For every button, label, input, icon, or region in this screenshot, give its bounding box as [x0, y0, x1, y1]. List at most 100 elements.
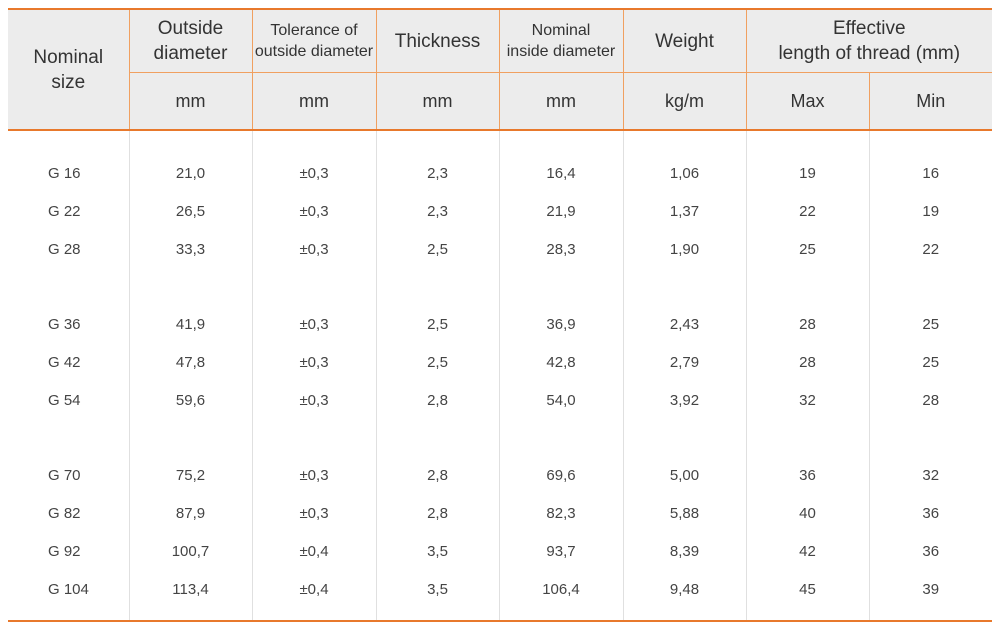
header-tolerance-line1: Tolerance of — [270, 22, 358, 39]
table-row: G 92 100,7 ±0,4 3,5 93,7 8,39 42 36 — [8, 532, 992, 570]
header-thickness: Thickness — [376, 9, 500, 73]
cell-thickness: 2,8 — [376, 494, 500, 532]
cell-weight: 5,88 — [623, 494, 747, 532]
cell-weight: 2,43 — [623, 305, 747, 343]
header-outside-diameter-line2: diameter — [153, 43, 228, 64]
cell-thread-min: 19 — [922, 202, 940, 220]
cell-nominal-size: G 22 — [8, 192, 130, 230]
cell-thread-min: 39 — [922, 580, 940, 598]
header-effective-length-line2: length of thread (mm) — [778, 43, 961, 64]
cell-thickness: 2,5 — [376, 343, 500, 381]
cell-thickness: 2,5 — [376, 305, 500, 343]
cell-tolerance: ±0,3 — [252, 154, 377, 192]
spacer-cell — [252, 268, 377, 305]
table-body: G 16 21,0 ±0,3 2,3 16,4 1,06 19 16 G 22 26,5 ±0,3 2… — [8, 130, 993, 621]
cell-thickness: 2,3 — [376, 154, 500, 192]
cell-weight: 1,37 — [623, 192, 747, 230]
cell-thread-min: 22 — [922, 240, 940, 258]
spacer-row — [8, 608, 992, 621]
cell-nominal-size: G 28 — [8, 230, 130, 268]
spacer-cell — [746, 130, 870, 154]
cell-thread-max: 42 — [746, 532, 870, 570]
cell-nominal-size: G 42 — [8, 343, 130, 381]
cell-inside-diameter: 82,3 — [499, 494, 624, 532]
header-inside-diameter-line2: inside diameter — [506, 43, 616, 60]
cell-outside-diameter: 75,2 — [129, 456, 253, 494]
cell-thread-max: 28 — [746, 305, 870, 343]
spacer-cell — [623, 419, 747, 456]
table-row: G 54 59,6 ±0,3 2,8 54,0 3,92 32 28 — [8, 381, 992, 419]
spacer-row — [8, 268, 992, 305]
table-row: G 104 113,4 ±0,4 3,5 106,4 9,48 45 39 — [8, 570, 992, 608]
spacer-cell — [746, 268, 870, 305]
cell-outside-diameter: 113,4 — [129, 570, 253, 608]
spacer-cell — [869, 130, 992, 154]
header-weight: Weight — [623, 9, 747, 73]
cell-outside-diameter: 41,9 — [129, 305, 253, 343]
header-tolerance: Tolerance of outside diameter — [252, 9, 377, 73]
table-row: G 28 33,3 ±0,3 2,5 28,3 1,90 25 22 — [8, 230, 992, 268]
header-inside-diameter: Nominal inside diameter — [499, 9, 624, 73]
cell-inside-diameter: 106,4 — [499, 570, 624, 608]
cell-inside-diameter: 42,8 — [499, 343, 624, 381]
cell-tolerance: ±0,3 — [252, 192, 377, 230]
header-nominal-size-line1: Nominal — [33, 46, 104, 68]
spacer-cell — [869, 608, 992, 621]
cell-tolerance: ±0,3 — [252, 230, 377, 268]
cell-outside-diameter: 47,8 — [129, 343, 253, 381]
spacer-cell — [499, 268, 624, 305]
cell-tolerance: ±0,3 — [252, 494, 377, 532]
header-nominal-size: Nominal size — [8, 9, 130, 130]
cell-thickness: 2,3 — [376, 192, 500, 230]
table-row: G 16 21,0 ±0,3 2,3 16,4 1,06 19 16 — [8, 154, 992, 192]
spacer-cell — [129, 268, 253, 305]
pipe-dimensions-table-container: Nominal size Outside diameter Tolerance … — [8, 8, 993, 622]
cell-nominal-size: G 16 — [8, 154, 130, 192]
cell-outside-diameter: 59,6 — [129, 381, 253, 419]
spacer-cell — [8, 130, 130, 154]
unit-tolerance: mm — [252, 72, 377, 130]
unit-weight: kg/m — [623, 72, 747, 130]
header-outside-diameter: Outside diameter — [129, 9, 253, 73]
cell-nominal-size: G 54 — [8, 381, 130, 419]
cell-inside-diameter: 16,4 — [499, 154, 624, 192]
cell-tolerance: ±0,3 — [252, 343, 377, 381]
spacer-cell — [623, 608, 747, 621]
table-row: G 22 26,5 ±0,3 2,3 21,9 1,37 22 19 — [8, 192, 992, 230]
header-effective-length: Effective length of thread (mm) — [746, 9, 993, 73]
cell-weight: 2,79 — [623, 343, 747, 381]
cell-tolerance: ±0,4 — [252, 532, 377, 570]
cell-thread-min: 25 — [922, 315, 940, 333]
cell-weight: 8,39 — [623, 532, 747, 570]
table-row: G 42 47,8 ±0,3 2,5 42,8 2,79 28 25 — [8, 343, 992, 381]
cell-tolerance: ±0,3 — [252, 305, 377, 343]
cell-thread-max: 45 — [746, 570, 870, 608]
spacer-cell — [746, 419, 870, 456]
spacer-cell — [8, 608, 130, 621]
cell-inside-diameter: 21,9 — [499, 192, 624, 230]
spacer-cell — [129, 608, 253, 621]
cell-inside-diameter: 28,3 — [499, 230, 624, 268]
spacer-cell — [376, 419, 500, 456]
spacer-row — [8, 419, 992, 456]
unit-thickness: mm — [376, 72, 500, 130]
cell-inside-diameter: 69,6 — [499, 456, 624, 494]
cell-inside-diameter: 36,9 — [499, 305, 624, 343]
header-nominal-size-line2: size — [51, 71, 86, 93]
cell-thread-max: 36 — [746, 456, 870, 494]
unit-max: Max — [746, 72, 870, 130]
cell-outside-diameter: 33,3 — [129, 230, 253, 268]
cell-thread-max: 32 — [746, 381, 870, 419]
cell-thread-min: 36 — [922, 504, 940, 522]
cell-thickness: 2,8 — [376, 456, 500, 494]
spacer-cell — [499, 608, 624, 621]
cell-thread-max: 19 — [746, 154, 870, 192]
cell-thread-min: 32 — [922, 466, 940, 484]
pipe-dimensions-table: Nominal size Outside diameter Tolerance … — [8, 8, 993, 622]
cell-thread-max: 28 — [746, 343, 870, 381]
cell-thread-max: 40 — [746, 494, 870, 532]
cell-weight: 3,92 — [623, 381, 747, 419]
header-outside-diameter-line1: Outside — [157, 18, 224, 39]
cell-thickness: 3,5 — [376, 532, 500, 570]
spacer-cell — [376, 130, 500, 154]
